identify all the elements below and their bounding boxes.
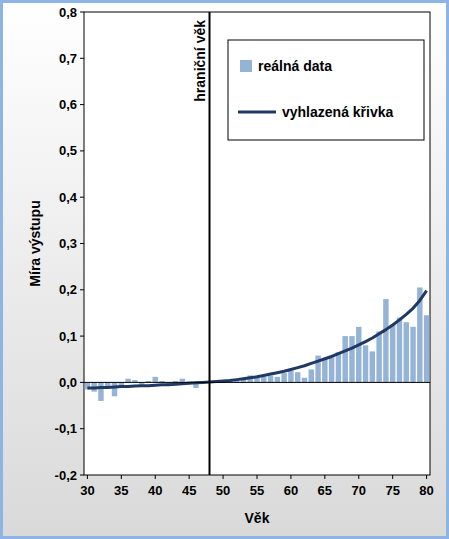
y-tick-label: -0,1 [55,421,77,436]
x-tick [155,475,156,479]
y-tick-label: -0,2 [55,468,77,483]
bar [295,372,300,382]
x-tick-label: 55 [250,483,264,498]
legend-swatch [238,111,276,114]
x-tick [87,475,88,479]
y-tick [80,243,84,244]
x-tick-label: 60 [284,483,298,498]
legend-label: reálná data [258,58,332,74]
x-tick-label: 35 [114,483,128,498]
bar [281,373,286,382]
y-tick [80,150,84,151]
y-tick-label: 0,0 [59,375,77,390]
y-tick [80,336,84,337]
bar [268,375,273,382]
bar [309,369,314,382]
bar [349,336,354,382]
y-axis-title: Míra výstupu [27,200,43,286]
x-tick [324,475,325,479]
bar [329,356,334,383]
y-tick [80,428,84,429]
y-tick [80,104,84,105]
x-tick-label: 65 [318,483,332,498]
legend-swatch [240,60,252,72]
bar [336,352,341,382]
y-tick-label: 0,1 [59,329,77,344]
bar [397,318,402,383]
x-tick [426,475,427,479]
bar [261,377,266,383]
y-tick-label: 0,7 [59,51,77,66]
y-tick [80,475,84,476]
y-tick [80,382,84,383]
bar [376,331,381,382]
smooth-line [87,291,426,388]
bar [390,325,395,383]
bar [370,351,375,382]
y-tick [80,12,84,13]
legend: reálná data vyhlazená křivka [228,40,424,140]
bar [112,382,117,396]
legend-box [228,40,424,140]
x-tick-label: 70 [352,483,366,498]
bar [363,345,368,382]
y-tick-label: 0,8 [59,5,77,20]
marks [85,287,430,400]
x-tick [121,475,122,479]
bar [322,358,327,382]
y-tick [80,58,84,59]
x-tick [223,475,224,479]
x-tick-label: 45 [182,483,196,498]
bar [342,336,347,382]
zero-line [84,382,430,383]
bar [424,315,429,382]
bar [356,327,361,383]
y-tick [80,197,84,198]
bar [288,371,293,383]
legend-label: vyhlazená křivka [282,104,394,120]
y-tick [80,289,84,290]
bar [153,377,158,383]
x-tick [257,475,258,479]
plot-area [84,12,430,475]
bar [383,299,388,382]
x-tick-label: 80 [419,483,433,498]
y-tick-label: 0,2 [59,282,77,297]
background [2,2,448,538]
x-tick-label: 30 [80,483,94,498]
x-axis-title: Věk [245,510,270,526]
y-tick-label: 0,4 [59,190,78,205]
bar [302,378,307,383]
x-tick-label: 40 [148,483,162,498]
x-tick-label: 50 [216,483,230,498]
bar [275,377,280,383]
x-tick-label: 75 [385,483,399,498]
threshold-line [209,12,211,475]
chart: -0,2 -0,1 0,0 0,1 0,2 0,3 0,4 0,5 0,6 0,7 0,8 30 35 4… [0,0,449,539]
threshold-label: hraniční věk [192,20,208,102]
y-tick-label: 0,5 [59,143,77,158]
bar [98,382,103,401]
x-tick [392,475,393,479]
bar [125,379,130,383]
x-tick [290,475,291,479]
bar [410,327,415,383]
bar [404,322,409,382]
bar [180,379,185,383]
x-tick [189,475,190,479]
y-tick-label: 0,6 [59,97,77,112]
y-tick-label: 0,3 [59,236,77,251]
x-tick [358,475,359,479]
